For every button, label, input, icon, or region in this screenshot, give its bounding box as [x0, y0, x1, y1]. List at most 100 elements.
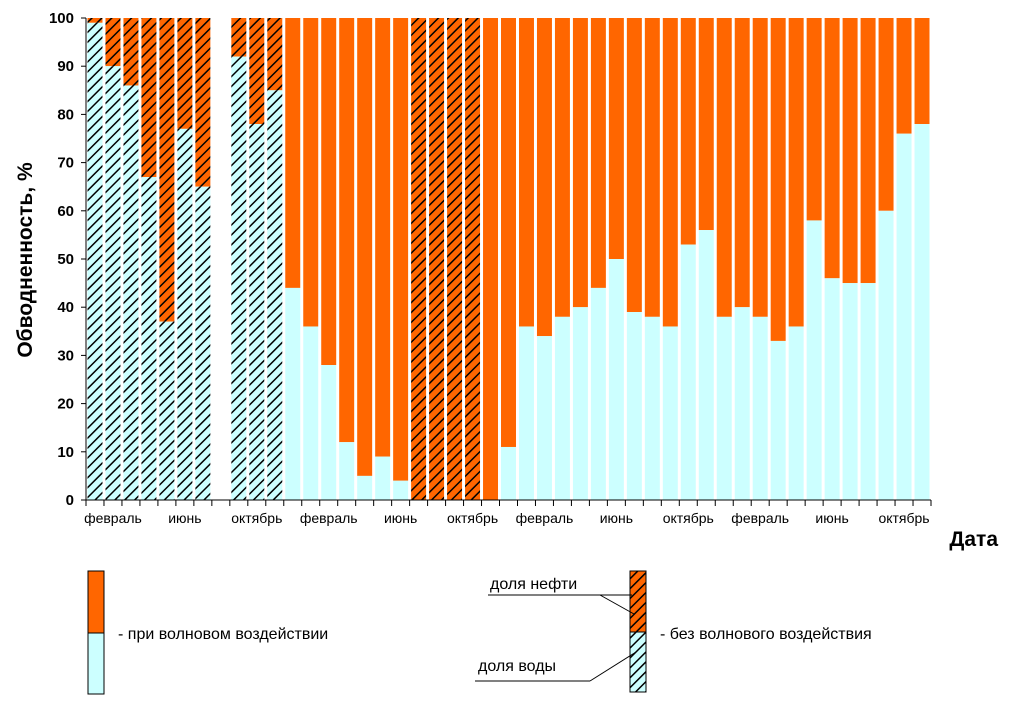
- bar-water-segment: [770, 340, 786, 500]
- bar-3: [141, 18, 157, 500]
- bar-33: [680, 18, 696, 500]
- bar-24: [518, 18, 534, 500]
- bar-17: [393, 18, 409, 500]
- bar-32: [662, 18, 678, 500]
- bar-water-segment: [231, 56, 247, 501]
- legend-pointer-water-diag: [589, 651, 637, 682]
- bar-water-segment: [644, 316, 660, 500]
- bar-oil-segment: [518, 18, 534, 327]
- y-tick-label: 0: [66, 492, 74, 509]
- bar-39: [788, 18, 804, 500]
- bar-37: [752, 18, 768, 500]
- bar-38: [770, 18, 786, 500]
- bar-oil-segment: [411, 18, 427, 500]
- bar-water-segment: [914, 124, 930, 500]
- x-tick-label: октябрь: [447, 510, 498, 526]
- bar-oil-segment: [267, 18, 283, 91]
- bar-water-segment: [87, 22, 103, 500]
- bar-41: [824, 18, 840, 500]
- legend-label-water-share: доля воды: [478, 658, 556, 675]
- legend-label-with-wave: - при волновом воздействии: [118, 626, 328, 643]
- bar-43: [860, 18, 876, 500]
- bar-water-segment: [896, 133, 912, 500]
- bar-oil-segment: [501, 18, 516, 447]
- bar-oil-segment: [680, 18, 696, 245]
- y-tick-label: 20: [57, 396, 74, 413]
- x-tick-label: октябрь: [878, 510, 929, 526]
- bar-26: [554, 18, 570, 500]
- bar-13: [321, 18, 337, 500]
- bar-water-segment: [752, 316, 768, 500]
- bar-water-segment: [608, 259, 624, 500]
- bar-water-segment: [824, 278, 840, 500]
- bar-6: [195, 18, 211, 500]
- bar-18: [411, 18, 427, 500]
- bar-27: [572, 18, 588, 500]
- bar-2: [123, 18, 139, 500]
- bar-water-segment: [375, 456, 391, 500]
- bar-oil-segment: [339, 18, 355, 443]
- bar-oil-segment: [860, 18, 876, 284]
- bar-34: [698, 18, 714, 500]
- bar-oil-segment: [644, 18, 660, 317]
- bar-22: [483, 18, 499, 500]
- bar-water-segment: [842, 283, 858, 500]
- y-tick-label: 50: [57, 251, 74, 268]
- bar-42: [842, 18, 858, 500]
- bar-28: [590, 18, 606, 500]
- bar-oil-segment: [842, 18, 858, 284]
- y-tick-label: 80: [57, 106, 74, 123]
- bar-water-segment: [626, 312, 642, 500]
- y-axis-ticks: 0 10 20 30 40 50 60 70 80 90 100: [49, 10, 86, 509]
- bar-15: [357, 18, 373, 500]
- x-tick-label: июнь: [168, 510, 201, 526]
- y-tick-label: 90: [57, 58, 74, 75]
- bar-water-segment: [536, 336, 552, 500]
- y-tick-label: 30: [57, 347, 74, 364]
- bar-water-segment: [501, 446, 516, 500]
- bar-oil-segment: [572, 18, 588, 308]
- bar-oil-segment: [105, 18, 121, 67]
- legend-label-without-wave: - без волнового воздействия: [660, 626, 872, 643]
- bar-29: [608, 18, 624, 500]
- bar-oil-segment: [608, 18, 624, 259]
- legend-swatch-without-water: [629, 631, 647, 693]
- bar-oil-segment: [788, 18, 804, 327]
- bar-water-segment: [339, 442, 355, 500]
- bar-4: [159, 18, 175, 500]
- bar-12: [303, 18, 319, 500]
- bar-oil-segment: [662, 18, 678, 327]
- bar-water-segment: [105, 66, 121, 500]
- bar-water-segment: [393, 480, 409, 500]
- bar-water-segment: [518, 326, 534, 500]
- bar-36: [734, 18, 750, 500]
- bar-oil-segment: [626, 18, 642, 313]
- y-axis-label: Обводненность, %: [14, 162, 37, 358]
- legend-swatch-with-water: [87, 632, 105, 695]
- bar-oil-segment: [357, 18, 373, 476]
- bar-oil-segment: [159, 18, 175, 322]
- x-tick-label: февраль: [731, 510, 789, 526]
- y-tick-label: 70: [57, 155, 74, 172]
- x-axis-label: Дата: [949, 528, 998, 551]
- legend-swatch-without-oil: [629, 570, 647, 633]
- bar-water-segment: [159, 321, 175, 500]
- bar-40: [806, 18, 822, 500]
- bar-oil-segment: [483, 18, 499, 500]
- bar-oil-segment: [141, 18, 157, 178]
- bar-water-segment: [878, 210, 894, 501]
- bar-water-segment: [590, 287, 606, 500]
- bar-oil-segment: [177, 18, 193, 129]
- bar-11: [285, 18, 301, 500]
- bar-water-segment: [321, 365, 337, 500]
- bar-oil-segment: [195, 18, 211, 187]
- bar-water-segment: [662, 326, 678, 500]
- x-tick-label: октябрь: [663, 510, 714, 526]
- bar-oil-segment: [465, 18, 481, 500]
- bar-oil-segment: [123, 18, 139, 86]
- bar-oil-segment: [375, 18, 391, 457]
- bar-water-segment: [303, 326, 319, 500]
- bar-water-segment: [123, 85, 139, 500]
- bar-oil-segment: [447, 18, 463, 500]
- bar-water-segment: [357, 475, 373, 500]
